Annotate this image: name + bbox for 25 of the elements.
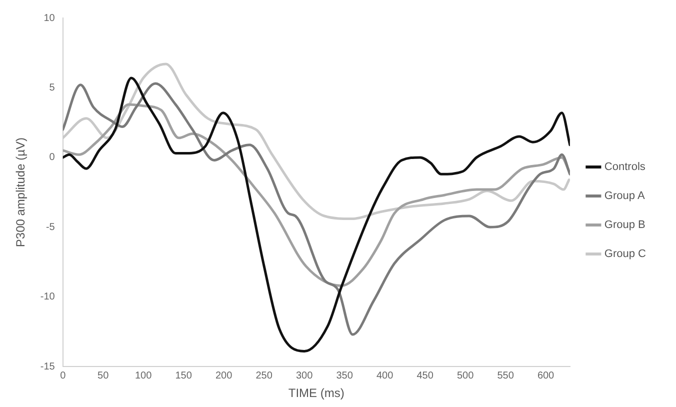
y-tick-label: -15 xyxy=(40,361,56,372)
x-tick-label: 250 xyxy=(256,370,273,382)
y-tick-label: 10 xyxy=(44,12,56,24)
x-tick-label: 50 xyxy=(98,370,110,382)
legend-label: Controls xyxy=(604,161,646,174)
legend-label: Group B xyxy=(604,219,646,232)
legend-label: Group C xyxy=(604,248,646,260)
x-tick-label: 100 xyxy=(134,370,152,382)
y-axis-title: P300 amplitude (µV) xyxy=(14,137,28,248)
x-tick-label: 500 xyxy=(456,370,474,382)
y-tick-label: -5 xyxy=(46,222,56,233)
x-tick-label: 0 xyxy=(60,370,66,382)
x-tick-label: 400 xyxy=(376,370,394,382)
x-tick-label: 450 xyxy=(416,370,434,382)
y-tick-label: 5 xyxy=(49,82,56,94)
x-tick-label: 200 xyxy=(215,370,233,382)
x-tick-label: 350 xyxy=(336,370,354,382)
x-tick-label: 300 xyxy=(296,370,314,382)
x-tick-label: 550 xyxy=(497,370,514,382)
y-tick-label: 0 xyxy=(49,152,56,164)
y-tick-label: -10 xyxy=(40,292,56,303)
x-tick-label: 600 xyxy=(537,370,555,382)
legend-label: Group A xyxy=(604,190,646,202)
x-axis-title: TIME (ms) xyxy=(288,386,344,400)
x-tick-label: 150 xyxy=(175,370,192,382)
